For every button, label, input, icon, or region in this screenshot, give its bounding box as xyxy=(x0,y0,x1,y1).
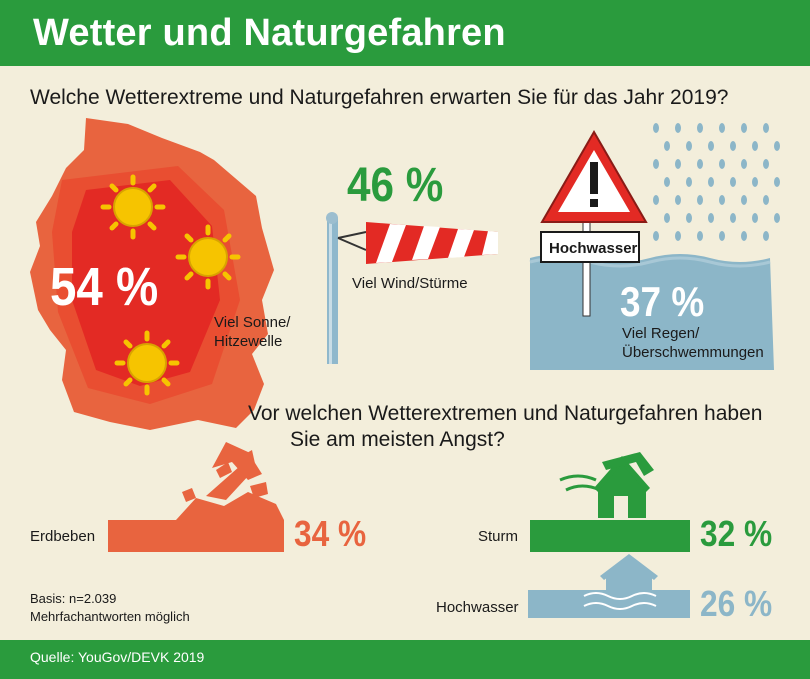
question-fears-line2: Sie am meisten Angst? xyxy=(290,428,505,451)
rain-drop xyxy=(697,123,703,133)
rain-drop xyxy=(686,141,692,151)
value-label-wind: 46 % xyxy=(347,159,444,212)
header-bar xyxy=(0,0,810,66)
rain-drops xyxy=(653,123,780,241)
rain-drop xyxy=(730,213,736,223)
rain-drop xyxy=(697,159,703,169)
question-fears-line1: Vor welchen Wetterextremen und Naturgefa… xyxy=(248,402,763,425)
value-label-erdbeben: 34 % xyxy=(294,513,367,554)
value-label-hochwasser: 26 % xyxy=(700,583,773,624)
rain-drop xyxy=(708,177,714,187)
category-label-sturm: Sturm xyxy=(478,528,519,545)
rain-drop xyxy=(675,159,681,169)
category-label-hochwasser: Hochwasser xyxy=(436,599,519,616)
sun-icon xyxy=(175,224,241,290)
rain-drop xyxy=(730,141,736,151)
storm-house-icon xyxy=(530,452,690,552)
rain-drop xyxy=(741,195,747,205)
rain-drop xyxy=(653,123,659,133)
rain-drop xyxy=(719,159,725,169)
rain-drop xyxy=(653,231,659,241)
flood-water-icon xyxy=(530,254,774,370)
footer-bar xyxy=(0,640,810,679)
rain-drop xyxy=(741,123,747,133)
rain-drop xyxy=(763,123,769,133)
rain-drop xyxy=(763,159,769,169)
windsock-icon xyxy=(326,212,498,364)
rain-drop xyxy=(719,195,725,205)
rain-drop xyxy=(664,213,670,223)
rain-drop xyxy=(752,177,758,187)
rain-drop xyxy=(708,141,714,151)
hochwasser-sign xyxy=(540,231,640,263)
category-label-regen: Viel Regen/ Überschwemmungen xyxy=(622,325,764,361)
rain-drop xyxy=(675,231,681,241)
rain-drop xyxy=(719,123,725,133)
category-label-erdbeben: Erdbeben xyxy=(30,528,96,545)
warning-icon xyxy=(540,130,648,223)
rain-drop xyxy=(730,177,736,187)
rain-drop xyxy=(719,231,725,241)
rain-drop xyxy=(653,195,659,205)
rain-drop xyxy=(675,195,681,205)
sun-icon xyxy=(114,330,180,396)
rain-drop xyxy=(752,141,758,151)
earthquake-icon xyxy=(108,442,284,552)
rain-drop xyxy=(774,141,780,151)
page-title: Wetter und Naturgefahren xyxy=(33,12,506,54)
rain-drop xyxy=(763,195,769,205)
rain-drop xyxy=(675,123,681,133)
rain-drop xyxy=(697,195,703,205)
rain-drop xyxy=(708,213,714,223)
value-label-regen: 37 % xyxy=(620,278,705,325)
basis-note: Basis: n=2.039 Mehrfachantworten möglich xyxy=(30,591,190,624)
rain-drop xyxy=(774,177,780,187)
rain-drop xyxy=(774,213,780,223)
flood-house-icon xyxy=(528,554,690,618)
category-label-wind: Viel Wind/Stürme xyxy=(352,275,468,292)
sun-icon xyxy=(100,174,166,240)
rain-drop xyxy=(697,231,703,241)
rain-drop xyxy=(686,213,692,223)
rain-drop xyxy=(741,231,747,241)
category-label-hitzewelle: Viel Sonne/ Hitzewelle xyxy=(214,314,291,350)
rain-drop xyxy=(686,177,692,187)
value-label-hitzewelle: 54 % xyxy=(50,257,159,317)
rain-drop xyxy=(752,213,758,223)
question-expectations: Welche Wetterextreme und Naturgefahren e… xyxy=(30,86,729,109)
rain-drop xyxy=(653,159,659,169)
source-note: Quelle: YouGov/DEVK 2019 xyxy=(30,649,205,665)
rain-drop xyxy=(741,159,747,169)
value-label-sturm: 32 % xyxy=(700,513,773,554)
rain-drop xyxy=(664,141,670,151)
sign-label: Hochwasser xyxy=(549,240,638,257)
rain-drop xyxy=(763,231,769,241)
rain-drop xyxy=(664,177,670,187)
